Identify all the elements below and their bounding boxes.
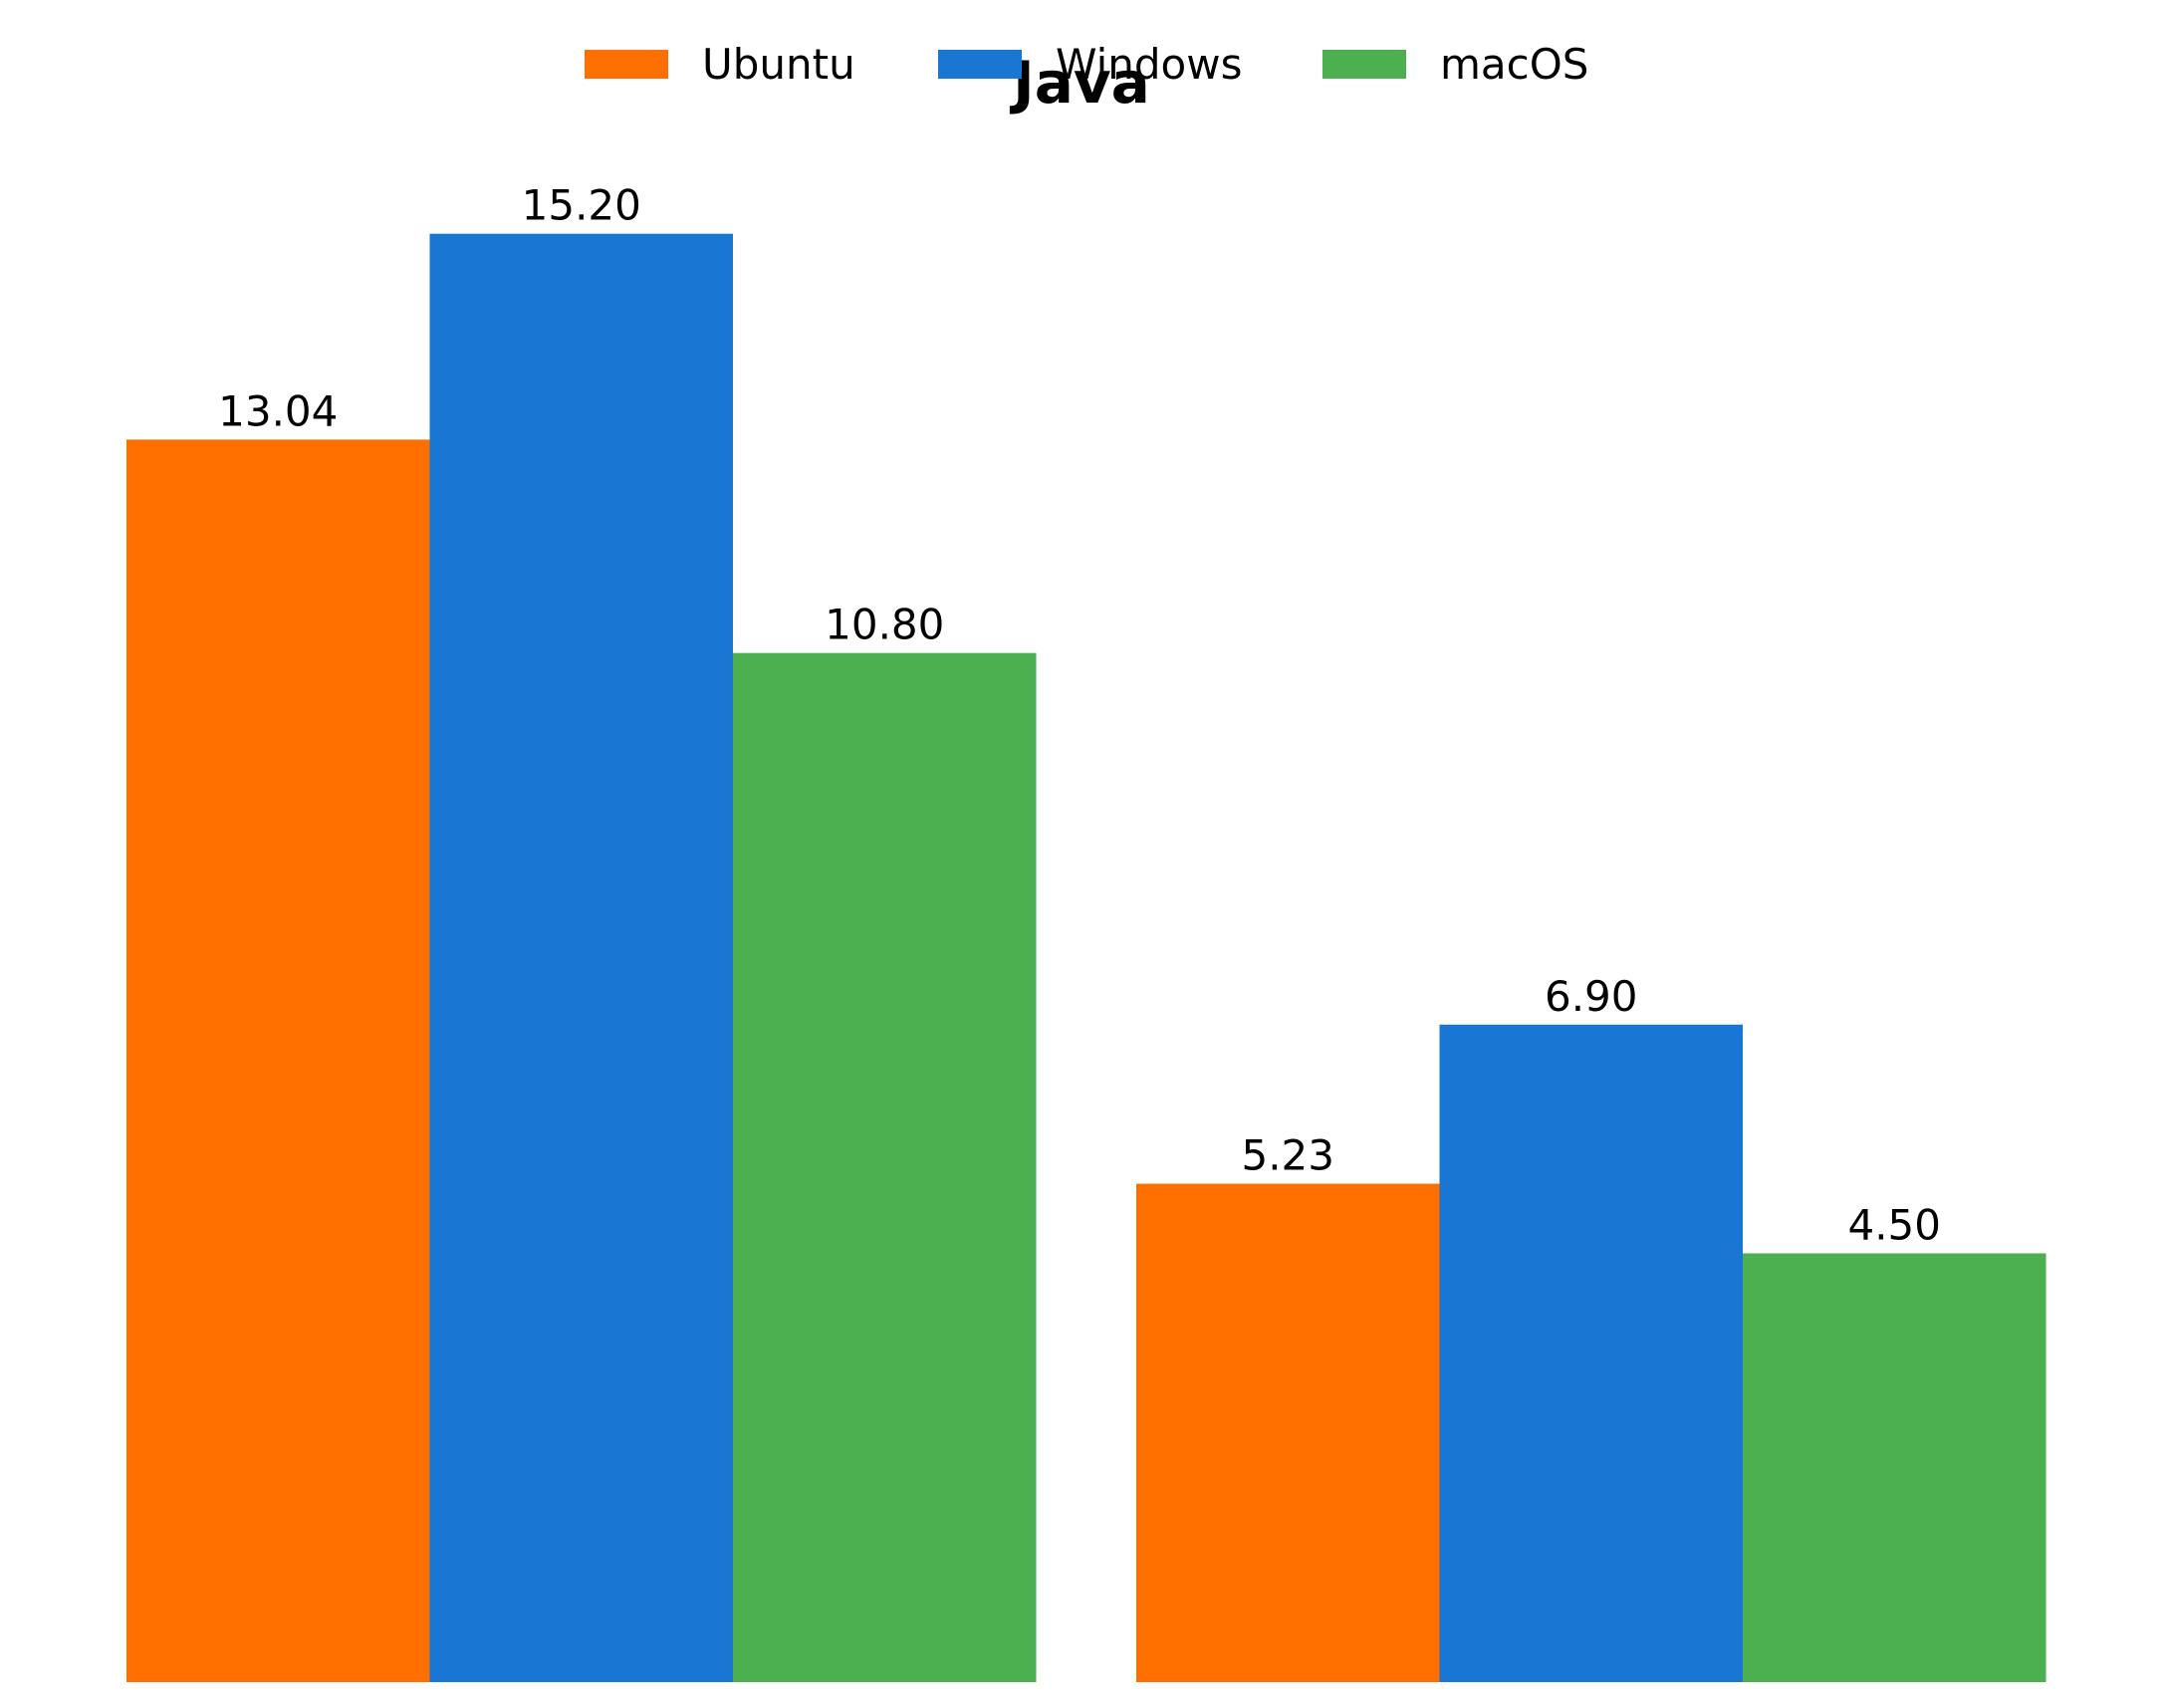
bar-labels-layer: 13.04 5.23 15.20 6.90 10.80 4.50 [218, 181, 1941, 1250]
legend-swatch-ubuntu [585, 50, 668, 79]
legend-item-ubuntu: Ubuntu [585, 40, 855, 89]
legend: Ubuntu Windows macOS [585, 40, 1588, 89]
chart-title: Java [1009, 49, 1150, 117]
legend-swatch-macos [1322, 50, 1406, 79]
bar-macos-1 [733, 652, 1037, 1683]
bar-windows-2 [1439, 1024, 1743, 1682]
legend-swatch-windows [938, 50, 1022, 79]
bar-label-ubuntu-1: 13.04 [218, 386, 338, 435]
legend-item-macos: macOS [1322, 40, 1588, 89]
bar-label-windows-2: 6.90 [1545, 972, 1638, 1021]
legend-label-ubuntu: Ubuntu [702, 40, 855, 89]
bar-ubuntu-1 [126, 439, 430, 1682]
legend-label-windows: Windows [1056, 40, 1242, 89]
bar-label-macos-2: 4.50 [1847, 1200, 1941, 1249]
bar-ubuntu-2 [1136, 1183, 1440, 1682]
bar-label-macos-1: 10.80 [825, 601, 944, 649]
bars-layer [126, 233, 2046, 1683]
bar-windows-1 [429, 233, 733, 1683]
bar-macos-2 [1743, 1253, 2046, 1682]
bar-label-windows-1: 15.20 [522, 181, 641, 230]
legend-label-macos: macOS [1440, 40, 1588, 89]
bar-label-ubuntu-2: 5.23 [1241, 1131, 1334, 1180]
legend-item-windows: Windows [938, 40, 1242, 89]
